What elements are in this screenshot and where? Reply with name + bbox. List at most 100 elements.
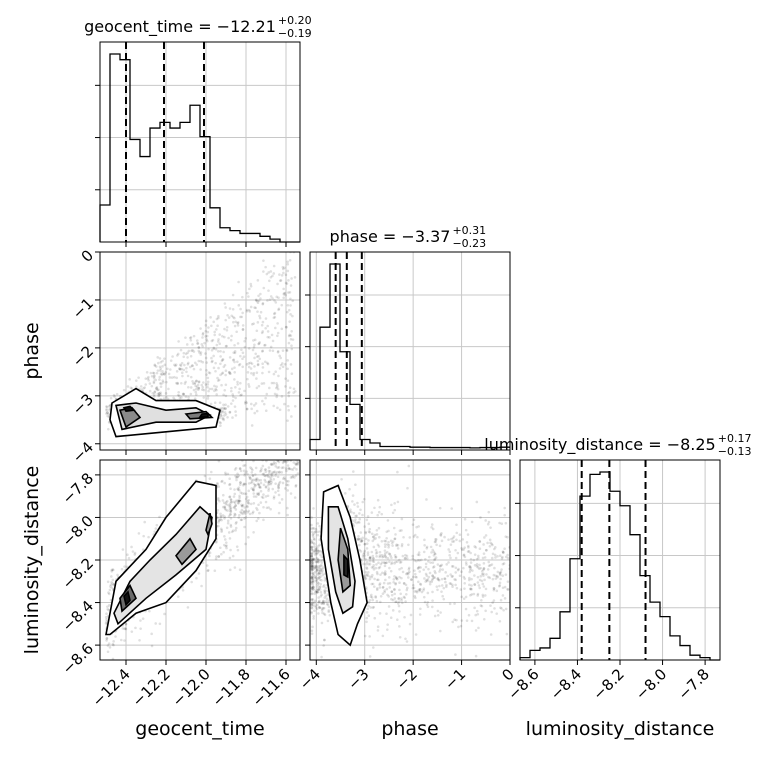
scatter-luminosity-distance-vs-geocent-time-point-1272 bbox=[241, 503, 245, 507]
scatter-luminosity-distance-vs-phase-point-29 bbox=[400, 542, 404, 546]
scatter-phase-vs-geocent-time-point-205 bbox=[232, 320, 235, 324]
scatter-luminosity-distance-vs-geocent-time-point-605 bbox=[227, 531, 231, 534]
scatter-phase-vs-geocent-time-point-474 bbox=[264, 317, 268, 320]
scatter-luminosity-distance-vs-geocent-time-point-458 bbox=[283, 460, 286, 463]
scatter-phase-vs-geocent-time-point-197 bbox=[186, 362, 190, 366]
scatter-luminosity-distance-vs-phase-point-279 bbox=[371, 535, 375, 539]
scatter-luminosity-distance-vs-phase-point-1324 bbox=[366, 573, 369, 576]
scatter-luminosity-distance-vs-phase-point-380 bbox=[463, 546, 466, 549]
scatter-luminosity-distance-vs-geocent-time-point-981 bbox=[232, 453, 235, 456]
scatter-luminosity-distance-vs-geocent-time-point-488 bbox=[224, 508, 228, 512]
scatter-luminosity-distance-vs-geocent-time-point-958 bbox=[243, 512, 247, 515]
scatter-luminosity-distance-vs-geocent-time-point-104 bbox=[277, 493, 281, 497]
scatter-phase-vs-geocent-time-point-130 bbox=[218, 401, 222, 404]
scatter-luminosity-distance-vs-phase-point-786 bbox=[496, 575, 499, 579]
scatter-phase-vs-geocent-time-point-371 bbox=[156, 388, 159, 392]
scatter-luminosity-distance-vs-phase-point-601 bbox=[368, 635, 371, 638]
scatter-luminosity-distance-vs-geocent-time-point-1084 bbox=[255, 479, 258, 482]
scatter-phase-vs-geocent-time-point-370 bbox=[194, 384, 197, 388]
scatter-phase-vs-geocent-time-point-1199 bbox=[219, 421, 222, 425]
scatter-luminosity-distance-vs-phase-point-146 bbox=[312, 617, 315, 620]
scatter-luminosity-distance-vs-phase-point-881 bbox=[312, 557, 316, 561]
scatter-phase-vs-geocent-time-point-287 bbox=[207, 389, 210, 393]
scatter-luminosity-distance-vs-phase-point-1269 bbox=[320, 601, 324, 605]
scatter-phase-vs-geocent-time-point-673 bbox=[220, 372, 224, 375]
scatter-luminosity-distance-vs-phase-point-981 bbox=[414, 575, 417, 579]
scatter-luminosity-distance-vs-phase-point-619 bbox=[435, 585, 439, 588]
scatter-phase-vs-geocent-time-point-37 bbox=[203, 341, 206, 345]
scatter-luminosity-distance-vs-phase-point-369 bbox=[365, 611, 369, 614]
scatter-luminosity-distance-vs-phase-point-795 bbox=[417, 565, 421, 569]
scatter-luminosity-distance-vs-phase-point-361 bbox=[393, 508, 397, 512]
scatter-luminosity-distance-vs-geocent-time-point-1281 bbox=[268, 482, 271, 486]
scatter-phase-vs-geocent-time-point-1179 bbox=[218, 421, 221, 424]
scatter-luminosity-distance-vs-geocent-time-point-435 bbox=[228, 505, 231, 508]
scatter-luminosity-distance-vs-phase-point-628 bbox=[417, 551, 421, 554]
scatter-luminosity-distance-vs-phase-point-396 bbox=[397, 597, 400, 600]
scatter-luminosity-distance-vs-geocent-time-point-710 bbox=[269, 463, 273, 466]
scatter-luminosity-distance-vs-geocent-time-point-953 bbox=[259, 489, 263, 493]
scatter-phase-vs-geocent-time-point-664 bbox=[163, 357, 166, 360]
scatter-luminosity-distance-vs-geocent-time-point-107 bbox=[230, 530, 234, 534]
scatter-luminosity-distance-vs-geocent-time-point-420 bbox=[262, 483, 266, 487]
scatter-luminosity-distance-vs-phase-point-838 bbox=[495, 612, 499, 615]
scatter-phase-vs-geocent-time-point-440 bbox=[197, 346, 201, 349]
scatter-luminosity-distance-vs-geocent-time-ytick-label-1: −8.4 bbox=[59, 597, 97, 635]
scatter-luminosity-distance-vs-phase-point-393 bbox=[366, 574, 370, 578]
scatter-luminosity-distance-vs-phase-point-870 bbox=[498, 584, 501, 588]
scatter-luminosity-distance-vs-phase-point-1188 bbox=[378, 550, 382, 554]
scatter-luminosity-distance-vs-phase-point-730 bbox=[467, 546, 470, 549]
scatter-luminosity-distance-vs-geocent-time-point-581 bbox=[281, 436, 284, 439]
scatter-phase-vs-geocent-time-point-0 bbox=[229, 372, 232, 375]
scatter-luminosity-distance-vs-phase-point-329 bbox=[468, 583, 471, 587]
scatter-luminosity-distance-vs-phase-point-1214 bbox=[388, 566, 391, 570]
scatter-luminosity-distance-vs-geocent-time-point-1274 bbox=[120, 567, 124, 571]
scatter-phase-vs-geocent-time-point-9 bbox=[289, 334, 293, 337]
scatter-luminosity-distance-vs-geocent-time-point-1028 bbox=[267, 475, 270, 479]
scatter-luminosity-distance-vs-phase-point-336 bbox=[310, 564, 314, 567]
scatter-luminosity-distance-vs-geocent-time-point-1234 bbox=[229, 506, 233, 510]
scatter-luminosity-distance-vs-phase-point-1023 bbox=[371, 559, 375, 563]
scatter-phase-vs-geocent-time-point-391 bbox=[276, 334, 279, 338]
scatter-luminosity-distance-vs-geocent-time-point-609 bbox=[221, 499, 225, 502]
scatter-luminosity-distance-vs-phase-point-1067 bbox=[475, 609, 479, 613]
scatter-luminosity-distance-vs-phase-point-454 bbox=[312, 580, 315, 584]
scatter-phase-vs-geocent-time-point-399 bbox=[270, 333, 274, 337]
scatter-luminosity-distance-vs-phase-point-594 bbox=[481, 593, 485, 597]
scatter-luminosity-distance-vs-phase-point-704 bbox=[392, 580, 395, 584]
scatter-luminosity-distance-vs-phase-point-875 bbox=[463, 587, 466, 590]
scatter-luminosity-distance-vs-geocent-time-point-1143 bbox=[262, 518, 265, 522]
scatter-phase-vs-geocent-time-point-666 bbox=[213, 401, 217, 405]
scatter-phase-vs-geocent-time-point-14 bbox=[184, 336, 187, 339]
scatter-luminosity-distance-vs-geocent-time-point-507 bbox=[288, 454, 291, 457]
scatter-phase-vs-geocent-time-point-376 bbox=[286, 359, 289, 362]
scatter-phase-vs-geocent-time-point-63 bbox=[166, 367, 169, 371]
scatter-luminosity-distance-vs-phase-point-546 bbox=[460, 547, 463, 550]
scatter-luminosity-distance-vs-phase-point-808 bbox=[439, 534, 443, 537]
scatter-luminosity-distance-vs-geocent-time-point-873 bbox=[268, 480, 271, 483]
scatter-phase-vs-geocent-time-point-111 bbox=[160, 382, 163, 385]
scatter-luminosity-distance-vs-geocent-time-point-1218 bbox=[139, 627, 142, 630]
scatter-luminosity-distance-vs-phase-point-138 bbox=[478, 539, 481, 543]
scatter-luminosity-distance-vs-phase-point-270 bbox=[313, 530, 317, 534]
scatter-luminosity-distance-vs-phase-point-635 bbox=[313, 545, 316, 548]
scatter-luminosity-distance-vs-geocent-time-point-1104 bbox=[247, 498, 250, 502]
scatter-luminosity-distance-vs-phase-point-412 bbox=[463, 517, 467, 521]
scatter-phase-vs-geocent-time-point-166 bbox=[207, 326, 210, 329]
scatter-luminosity-distance-vs-geocent-time-point-1132 bbox=[280, 452, 283, 455]
scatter-luminosity-distance-vs-phase-point-190 bbox=[310, 561, 314, 565]
scatter-luminosity-distance-vs-phase-point-1002 bbox=[478, 547, 482, 550]
scatter-phase-vs-geocent-time-point-843 bbox=[275, 395, 279, 399]
scatter-luminosity-distance-vs-geocent-time-point-947 bbox=[264, 470, 268, 474]
scatter-luminosity-distance-vs-phase-point-545 bbox=[455, 618, 458, 622]
scatter-phase-vs-geocent-time-point-298 bbox=[202, 388, 206, 392]
scatter-luminosity-distance-vs-phase-point-166 bbox=[434, 538, 437, 541]
scatter-luminosity-distance-vs-phase-point-1019 bbox=[340, 477, 343, 481]
scatter-luminosity-distance-vs-phase-point-830 bbox=[375, 533, 379, 536]
scatter-phase-vs-geocent-time-point-48 bbox=[250, 424, 254, 427]
scatter-phase-vs-geocent-time-point-756 bbox=[284, 281, 288, 285]
scatter-luminosity-distance-vs-phase-point-241 bbox=[310, 567, 314, 570]
scatter-luminosity-distance-vs-phase-point-975 bbox=[361, 500, 365, 504]
scatter-luminosity-distance-vs-phase-point-229 bbox=[429, 545, 433, 549]
scatter-luminosity-distance-vs-geocent-time-point-681 bbox=[238, 568, 242, 571]
